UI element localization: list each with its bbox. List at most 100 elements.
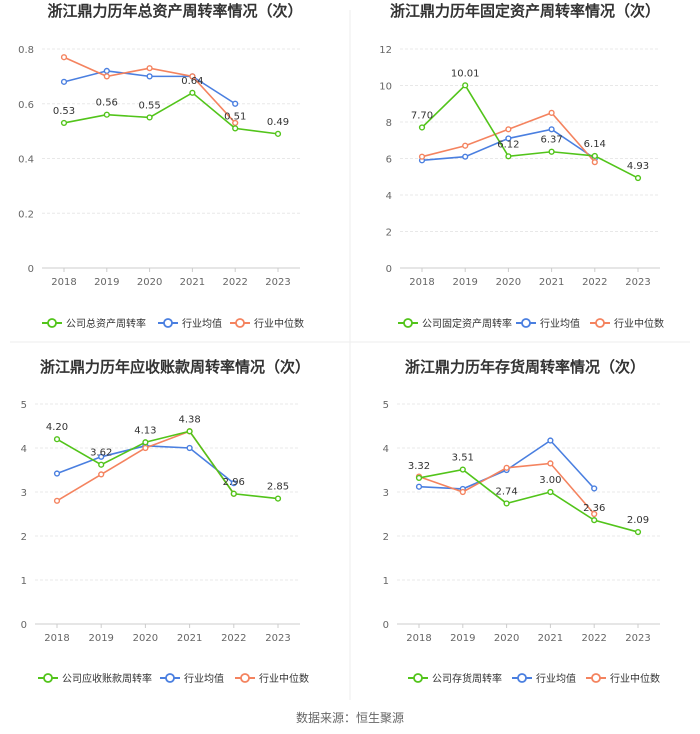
data-label: 4.38 [178, 414, 200, 425]
data-point [230, 480, 237, 487]
legend-label[interactable]: 行业中位数 [610, 672, 660, 685]
data-label: 2.36 [583, 503, 605, 514]
y-tick-label: 3 [21, 488, 27, 499]
data-label: 0.49 [267, 117, 289, 128]
x-tick-label: 2020 [494, 633, 519, 644]
data-point [146, 65, 153, 72]
y-tick-label: 4 [383, 444, 389, 455]
y-tick-label: 1 [21, 576, 27, 587]
data-point [142, 444, 149, 452]
legend-label[interactable]: 公司应收账款周转率 [62, 672, 152, 685]
data-point [415, 483, 423, 490]
chart-panel-4: 浙江鼎力历年存货周转率情况（次） 0 1 2 3 4 5 2018 2019 2020 2021 20… [383, 358, 660, 685]
data-point [505, 126, 512, 133]
data-point [547, 437, 554, 444]
data-point [53, 470, 61, 477]
data-label: 7.70 [411, 110, 433, 121]
data-label: 10.01 [451, 68, 480, 79]
chart-panel-3: 浙江鼎力历年应收账款周转率情况（次） 0 1 2 3 4 5 2018 2019 2020 2021… [21, 358, 310, 685]
x-tick-label: 2022 [221, 633, 246, 644]
data-point [634, 528, 642, 536]
data-label: 2.96 [223, 477, 245, 488]
x-tick-label: 2019 [452, 277, 477, 288]
data-point [274, 130, 282, 137]
data-point [103, 73, 110, 80]
x-tick-label: 2020 [496, 277, 521, 288]
chart-title: 浙江鼎力历年总资产周转率情况（次） [47, 2, 302, 20]
y-tick-label: 6 [386, 155, 392, 166]
data-point [547, 488, 554, 496]
data-point [548, 109, 555, 116]
series-line-company [418, 468, 639, 533]
data-point [547, 460, 554, 467]
data-point [186, 428, 193, 435]
x-tick-label: 2018 [406, 633, 431, 644]
data-point [189, 73, 196, 80]
data-point [232, 100, 239, 107]
x-tick-label: 2022 [582, 277, 607, 288]
legend-marker [413, 673, 423, 683]
data-point [418, 124, 426, 131]
data-point [462, 142, 469, 149]
x-tick-label: 2023 [625, 277, 650, 288]
data-label: 6.14 [584, 139, 606, 150]
legend-marker [517, 673, 527, 683]
legend-label[interactable]: 行业均值 [540, 317, 580, 330]
data-label: 0.64 [181, 76, 203, 87]
data-point [60, 78, 68, 85]
x-tick-label: 2020 [133, 633, 158, 644]
legend-label[interactable]: 行业均值 [536, 672, 576, 685]
data-label: 4.93 [627, 161, 649, 172]
legend-label[interactable]: 行业中位数 [259, 672, 309, 685]
y-tick-label: 10 [379, 82, 392, 93]
data-point [146, 73, 153, 80]
legend-label[interactable]: 公司存货周转率 [432, 672, 502, 685]
data-label: 3.62 [90, 448, 112, 459]
legend-marker [521, 318, 531, 328]
data-point [548, 126, 555, 133]
data-point [503, 500, 510, 507]
legend-label[interactable]: 公司固定资产周转率 [422, 317, 512, 330]
data-point [415, 474, 423, 482]
chart-title: 浙江鼎力历年应收账款周转率情况（次） [40, 358, 310, 376]
y-tick-label: 0 [28, 264, 34, 275]
legend-label[interactable]: 行业均值 [182, 317, 222, 330]
data-label: 2.74 [495, 486, 517, 497]
data-point [142, 439, 149, 446]
series-line-company [63, 91, 279, 135]
data-label: 4.20 [46, 422, 68, 433]
legend-marker [591, 673, 601, 683]
data-point [232, 125, 239, 132]
chart-panel-2: 浙江鼎力历年固定资产周转率情况（次） 0 2 4 6 8 10 12 2018 2019 2020 2… [379, 2, 664, 330]
data-label: 4.13 [134, 425, 156, 436]
x-tick-label: 2023 [265, 633, 290, 644]
series-line-company [56, 430, 279, 500]
data-point [591, 517, 598, 524]
y-tick-label: 0 [21, 620, 27, 631]
legend-label[interactable]: 行业均值 [184, 672, 224, 685]
y-tick-label: 0.6 [18, 100, 34, 111]
x-tick-label: 2019 [88, 633, 113, 644]
legend-label[interactable]: 行业中位数 [254, 317, 304, 330]
data-point [591, 159, 598, 166]
x-tick-label: 2022 [581, 633, 606, 644]
data-point [505, 135, 512, 142]
data-point [548, 148, 555, 155]
x-tick-label: 2023 [265, 277, 290, 288]
x-tick-label: 2020 [137, 277, 162, 288]
data-point [98, 453, 105, 460]
legend-marker [163, 318, 173, 328]
legend-label[interactable]: 行业中位数 [614, 317, 664, 330]
legend-marker [240, 673, 250, 683]
data-label: 3.32 [408, 461, 430, 472]
x-tick-label: 2022 [222, 277, 247, 288]
x-tick-label: 2021 [539, 277, 564, 288]
y-tick-label: 8 [386, 118, 392, 129]
legend-label[interactable]: 公司总资产周转率 [66, 317, 146, 330]
legend-marker [43, 673, 53, 683]
data-point [98, 471, 105, 478]
y-tick-label: 4 [21, 444, 27, 455]
data-point [418, 153, 426, 160]
y-tick-label: 2 [21, 532, 27, 543]
y-tick-label: 3 [383, 488, 389, 499]
